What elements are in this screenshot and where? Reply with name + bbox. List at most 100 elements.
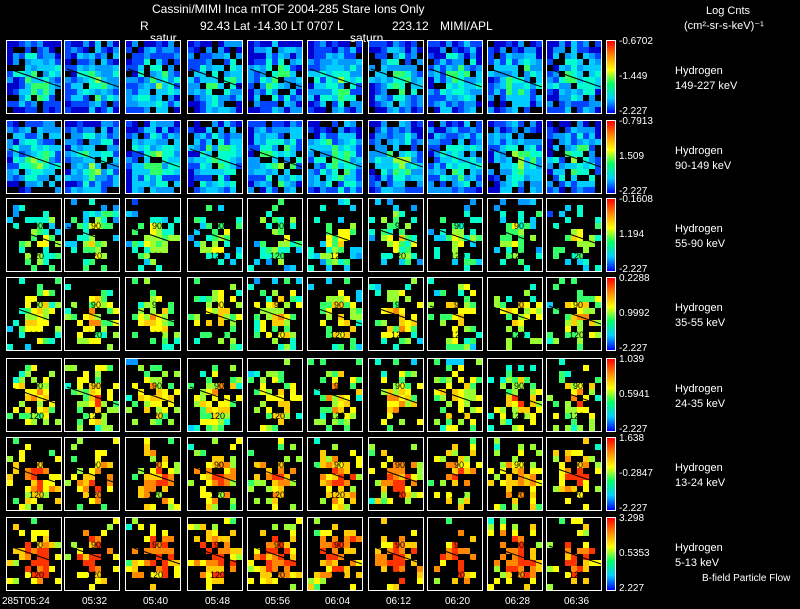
heatmap-cell <box>332 65 338 71</box>
heatmap-cell <box>547 71 553 77</box>
bfield-line <box>309 465 362 485</box>
heatmap-cell <box>476 71 482 77</box>
heatmap-cell <box>547 271 553 272</box>
heatmap-cell <box>338 401 344 407</box>
heatmap-cell <box>356 89 362 95</box>
contour-label-90: 90 <box>395 300 405 310</box>
heatmap-cell <box>381 107 387 113</box>
heatmap-cell <box>272 326 278 332</box>
heatmap-cell <box>417 77 423 83</box>
heatmap-cell <box>242 113 243 114</box>
heatmap-cell <box>272 145 278 151</box>
heatmap-cell <box>162 371 168 377</box>
heatmap-cell <box>399 492 405 498</box>
heatmap-cell <box>13 127 19 133</box>
heatmap-cell <box>55 133 61 139</box>
heatmap-cell <box>71 107 77 113</box>
contour-label-120: 120 <box>450 251 465 261</box>
heatmap-cell <box>162 121 168 127</box>
heatmap-cell <box>326 407 332 413</box>
heatmap-cell <box>601 450 602 456</box>
heatmap-cell <box>369 229 375 235</box>
heatmap-cell <box>212 530 218 536</box>
heatmap-cell <box>393 468 399 474</box>
heatmap-cell <box>332 344 338 350</box>
heatmap-cell <box>446 425 452 431</box>
heatmap-cell <box>168 47 174 53</box>
heatmap-cell <box>577 290 583 296</box>
heatmap-cell <box>542 518 543 524</box>
heatmap-cell <box>344 413 350 419</box>
l-value: 223.12 <box>392 19 429 33</box>
heatmap-cell <box>19 241 25 247</box>
heatmap-cell <box>440 77 446 83</box>
bfield-line <box>309 148 362 168</box>
heatmap-cell <box>37 139 43 145</box>
heatmap-cell <box>71 101 77 107</box>
heatmap-cell <box>230 113 236 114</box>
heatmap-cell <box>399 175 405 181</box>
heatmap-cell <box>506 395 512 401</box>
heatmap-cell <box>506 486 512 492</box>
heatmap-cell <box>278 344 284 350</box>
heatmap-cell <box>144 407 150 413</box>
heatmap-cell <box>132 107 138 113</box>
heatmap-cell <box>224 151 230 157</box>
heatmap-cell <box>101 107 107 113</box>
heatmap-cell <box>536 211 542 217</box>
heatmap-cell <box>25 95 31 101</box>
heatmap-cell <box>423 107 424 113</box>
heatmap-cell <box>206 350 212 351</box>
heatmap-cell <box>260 320 266 326</box>
heatmap-cell <box>37 462 43 468</box>
heatmap-cell <box>326 187 332 193</box>
heatmap-cell <box>113 431 119 432</box>
heatmap-cell <box>168 133 174 139</box>
heatmap-cell <box>188 444 194 450</box>
heatmap-cell <box>518 320 524 326</box>
heatmap-cell <box>344 395 350 401</box>
heatmap-cell <box>71 95 77 101</box>
heatmap-cell <box>350 302 356 308</box>
heatmap-cell <box>399 121 405 127</box>
heatmap-cell <box>417 462 423 468</box>
heatmap-cell <box>399 95 405 101</box>
heatmap-cell <box>144 235 150 241</box>
heatmap-cell <box>411 253 417 259</box>
heatmap-cell <box>162 395 168 401</box>
heatmap-cell <box>266 389 272 395</box>
heatmap-cell <box>206 566 212 572</box>
heatmap-cell <box>37 65 43 71</box>
heatmap-cell <box>19 456 25 462</box>
heatmap-cell <box>55 187 61 193</box>
heatmap-cell <box>512 407 518 413</box>
heatmap-cell <box>83 377 89 383</box>
colorbar-mid-label: 1.194 <box>619 229 645 240</box>
heatmap-cell <box>482 235 483 241</box>
heatmap-cell <box>302 127 303 133</box>
heatmap-cell <box>284 95 290 101</box>
heatmap-cell <box>188 181 194 187</box>
heatmap-cell <box>266 193 272 194</box>
heatmap-cell <box>83 187 89 193</box>
heatmap-cell <box>272 480 278 486</box>
heatmap-cell <box>387 199 393 205</box>
heatmap-cell <box>452 83 458 89</box>
heatmap-cell <box>530 101 536 107</box>
heatmap-cell <box>77 419 83 425</box>
heatmap-cell <box>71 151 77 157</box>
heatmap-cell <box>162 77 168 83</box>
heatmap-cell <box>200 181 206 187</box>
heatmap-cell <box>180 151 181 157</box>
heatmap-cell <box>476 139 482 145</box>
colorbar-max-label: -0.7913 <box>619 116 653 127</box>
heatmap-cell <box>174 332 180 338</box>
heatmap-cell <box>13 89 19 95</box>
heatmap-cell <box>77 77 83 83</box>
heatmap-cell <box>446 65 452 71</box>
heatmap-cell <box>126 241 132 247</box>
heatmap-cell <box>434 578 440 584</box>
heatmap-cell <box>278 223 284 229</box>
heatmap-cell <box>144 320 150 326</box>
heatmap-cell <box>284 332 290 338</box>
